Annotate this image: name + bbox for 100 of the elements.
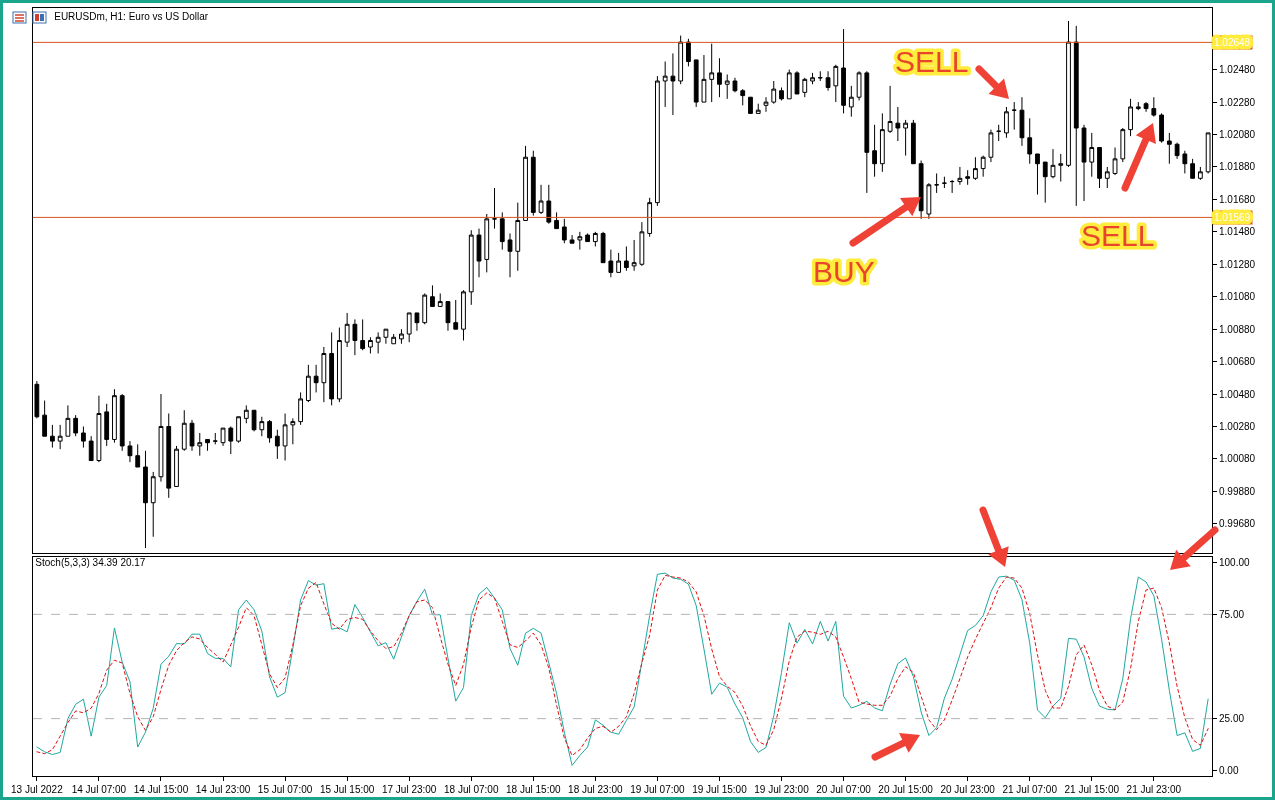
candlestick (771, 80, 777, 105)
candlestick (1035, 153, 1040, 196)
candlestick (1182, 150, 1188, 174)
x-tick-label: 20 Jul 07:00 (816, 784, 872, 795)
candlestick (1042, 161, 1048, 204)
candlestick (996, 124, 1002, 142)
candlestick (600, 231, 606, 264)
candlestick (887, 85, 893, 134)
candlestick (360, 318, 366, 351)
candlestick (445, 301, 451, 332)
ref-line-label: 1.02648 (1214, 37, 1251, 48)
y-tick-label: 1.00480 (1219, 388, 1256, 400)
candlestick (1089, 132, 1095, 178)
candlestick (499, 211, 505, 251)
x-tick-label: 14 Jul 23:00 (195, 784, 251, 795)
annotation: SELL (1081, 219, 1155, 252)
candlestick (918, 159, 924, 220)
candlestick (1073, 25, 1079, 207)
candlestick (399, 328, 404, 345)
candlestick (662, 61, 668, 108)
candlestick (1104, 166, 1110, 189)
candlestick (740, 88, 746, 106)
candlestick (965, 169, 971, 186)
candlestick (608, 249, 614, 278)
chart-title: EURUSDm, H1: Euro vs US Dollar (54, 11, 209, 23)
candlestick (833, 64, 839, 103)
x-tick-label: 19 Jul 07:00 (630, 784, 686, 795)
x-tick-label: 19 Jul 23:00 (754, 784, 810, 795)
ref-line-label: 1.01569 (1214, 212, 1251, 223)
candlestick (119, 393, 125, 452)
candlestick (810, 72, 815, 85)
y-tick-label: 100.00 (1219, 556, 1251, 568)
candlestick (212, 432, 218, 445)
candlestick (205, 438, 210, 452)
candlestick (1135, 101, 1141, 111)
candlestick (49, 424, 55, 449)
y-tick-label: 1.01080 (1219, 291, 1256, 303)
y-tick-label: 0.00 (1219, 765, 1239, 777)
candlestick (375, 331, 381, 354)
candlestick (755, 103, 761, 114)
candlestick (422, 292, 428, 325)
candlestick (1011, 101, 1017, 131)
candlestick (1174, 142, 1180, 160)
candlestick (368, 336, 373, 354)
y-tick-label: 1.02480 (1219, 64, 1256, 76)
candlestick (841, 28, 846, 114)
candlestick (973, 156, 978, 181)
y-tick-label: 25.00 (1219, 713, 1245, 725)
candlestick (942, 176, 947, 189)
candlestick (647, 197, 653, 238)
candlestick (1050, 148, 1056, 179)
x-tick-label: 17 Jul 23:00 (381, 784, 437, 795)
candlestick (554, 211, 559, 230)
x-tick-label: 21 Jul 23:00 (1126, 784, 1182, 795)
candlestick (290, 417, 296, 445)
candlestick (437, 292, 443, 307)
candlestick (352, 318, 358, 356)
candlestick (321, 346, 327, 403)
candlestick (1081, 124, 1087, 202)
candlestick (1066, 20, 1071, 168)
candlestick (879, 112, 885, 173)
candlestick (724, 74, 730, 100)
candlestick (848, 85, 854, 118)
candlestick (96, 395, 102, 463)
annotation: SELL (895, 45, 969, 78)
candlestick (561, 218, 567, 244)
candlestick (329, 331, 335, 406)
candlestick (383, 328, 389, 345)
y-tick-label: 1.02080 (1219, 129, 1256, 141)
candlestick (104, 403, 110, 447)
candlestick (73, 414, 79, 437)
candlestick (910, 119, 916, 165)
candlestick (507, 232, 513, 278)
candlestick (274, 429, 280, 460)
candlestick (926, 182, 932, 220)
y-tick-label: 1.02280 (1219, 96, 1256, 108)
candlestick (344, 312, 350, 348)
candlestick (903, 119, 909, 157)
candlestick (1120, 127, 1126, 163)
candlestick (189, 419, 195, 452)
candlestick (686, 38, 691, 67)
x-tick-label: 20 Jul 15:00 (878, 784, 934, 795)
candlestick (1151, 96, 1157, 118)
candlestick (88, 435, 94, 462)
candlestick (631, 239, 637, 272)
candlestick (1166, 132, 1172, 165)
chart-title: Stoch(5,3,3) 34.39 20.17 (35, 557, 146, 569)
candlestick (197, 432, 203, 457)
candlestick (786, 69, 792, 100)
y-tick-label: 0.99680 (1219, 518, 1256, 530)
candlestick (1004, 106, 1009, 139)
candlestick (259, 416, 265, 437)
candlestick (748, 96, 753, 114)
candlestick (530, 150, 536, 217)
candlestick (174, 445, 179, 487)
candlestick (267, 419, 272, 444)
candlestick (158, 393, 164, 483)
candlestick (430, 284, 435, 307)
candlestick (623, 245, 629, 272)
candlestick (585, 232, 590, 243)
